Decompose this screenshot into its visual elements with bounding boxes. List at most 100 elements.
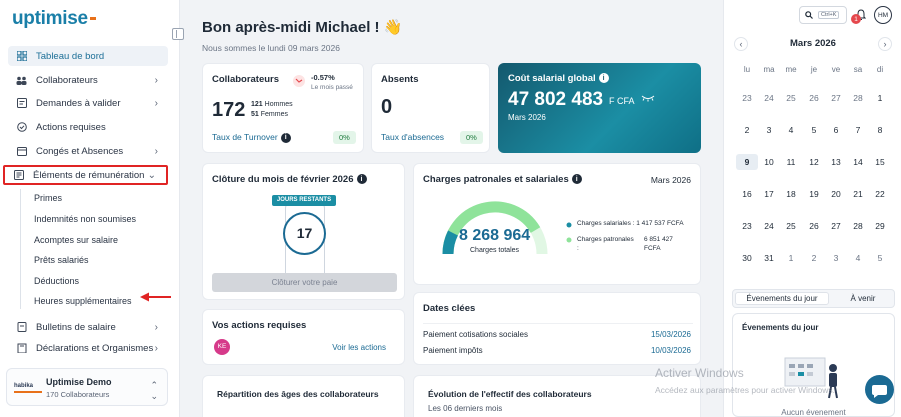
calendar-day[interactable]: 8: [877, 125, 883, 135]
calendar-day[interactable]: 31: [764, 253, 774, 263]
subitem-primes[interactable]: Primes: [34, 193, 63, 203]
salary-card: Coût salarial global i 47 802 483 F CFA M…: [498, 63, 701, 153]
subitem-indemnites[interactable]: Indemnités non soumises: [34, 214, 137, 224]
calendar-day[interactable]: 18: [786, 189, 796, 199]
info-icon[interactable]: i: [571, 174, 582, 185]
subnav-line: [20, 189, 21, 309]
collaborateurs-card: Collaborateurs -0.57% Le mois passé 172 …: [202, 63, 364, 153]
calendar-icon: [16, 146, 27, 157]
cloturer-paie-button[interactable]: Clôturer votre paie: [212, 273, 397, 292]
calendar-day[interactable]: 21: [853, 189, 863, 199]
company-name: Uptimise Demo: [46, 377, 112, 387]
search-button[interactable]: Ctrl+K: [799, 6, 847, 24]
calendar-day[interactable]: 7: [855, 125, 861, 135]
calendar-day[interactable]: 28: [853, 93, 863, 103]
calendar-day[interactable]: 24: [764, 221, 774, 231]
sidebar-item-declarations[interactable]: Déclarations et Organismes ›: [8, 341, 168, 355]
calendar-day[interactable]: 17: [764, 189, 774, 199]
calendar-day[interactable]: 23: [742, 93, 752, 103]
calendar-day[interactable]: 2: [744, 125, 750, 135]
salary-value: 47 802 483: [508, 89, 604, 110]
sidebar-item-collaborateurs[interactable]: Collaborateurs ›: [8, 70, 168, 90]
sidebar: uptimise Tableau de bord Collaborateurs …: [0, 0, 184, 417]
calendar-day[interactable]: 25: [786, 221, 796, 231]
calendar-day[interactable]: 12: [809, 157, 819, 167]
calendar-day[interactable]: 29: [875, 221, 885, 231]
ages-title: Répartition des âges des collaborateurs: [217, 389, 379, 399]
absences-rate-link[interactable]: Taux d'absences: [381, 132, 445, 142]
calendar-day[interactable]: 15: [875, 157, 885, 167]
voir-actions-link[interactable]: Voir les actions: [332, 343, 386, 352]
calendar-day[interactable]: 22: [875, 189, 885, 199]
legend-salariales: Charges salariales : 1 417 537 FCFA: [577, 220, 684, 227]
charges-title: Charges patronales et salariales i: [423, 174, 582, 185]
calendar-day[interactable]: 6: [833, 125, 839, 135]
sidebar-item-remuneration[interactable]: Éléments de rémunération ⌄: [3, 165, 168, 185]
men-count: 121 Hommes: [251, 101, 293, 108]
user-avatar[interactable]: HM: [874, 6, 892, 24]
calendar-day[interactable]: 13: [831, 157, 841, 167]
subitem-acomptes[interactable]: Acomptes sur salaire: [34, 235, 119, 245]
calendar-day[interactable]: 30: [742, 253, 752, 263]
prev-month-button[interactable]: ‹: [734, 37, 748, 51]
calendar-day[interactable]: 27: [831, 93, 841, 103]
gauge-salariales: [442, 230, 459, 255]
sidebar-collapse-button[interactable]: [172, 28, 184, 40]
chat-button[interactable]: [865, 375, 894, 404]
calendar-day[interactable]: 1: [877, 93, 883, 103]
calendar-day[interactable]: 20: [831, 189, 841, 199]
calendar-dow: me: [785, 65, 797, 74]
company-switcher[interactable]: habika Uptimise Demo 170 Collaborateurs …: [6, 368, 168, 406]
tab-events-today[interactable]: Évenements du jour: [735, 292, 829, 305]
calendar-day[interactable]: 11: [786, 157, 796, 167]
calendar-day[interactable]: 4: [788, 125, 794, 135]
eye-hide-icon[interactable]: [641, 94, 655, 105]
info-icon[interactable]: i: [356, 174, 367, 185]
calendar-day[interactable]: 26: [809, 221, 819, 231]
calendar-day[interactable]: 3: [766, 125, 772, 135]
sidebar-item-demandes[interactable]: Demandes à valider ›: [8, 93, 168, 113]
divider: [423, 323, 693, 324]
subitem-heures-sup[interactable]: Heures supplémentaires: [34, 296, 132, 306]
sidebar-item-actions[interactable]: Actions requises: [8, 117, 168, 137]
calendar-day[interactable]: 24: [764, 93, 774, 103]
calendar-day[interactable]: 23: [742, 221, 752, 231]
date-row-value: 15/03/2026: [650, 330, 691, 339]
turnover-link[interactable]: Taux de Turnover i: [212, 132, 291, 143]
calendar-day[interactable]: 5: [877, 253, 883, 263]
calendar-day[interactable]: 28: [853, 221, 863, 231]
calendar-day[interactable]: 26: [809, 93, 819, 103]
company-collaborators: 170 Collaborateurs: [46, 390, 110, 399]
charges-period: Mars 2026: [650, 175, 691, 185]
calendar-day[interactable]: 16: [742, 189, 752, 199]
actions-card: Vos actions requises KE Voir les actions: [202, 309, 405, 365]
card-title: Collaborateurs: [212, 74, 280, 85]
app-logo[interactable]: uptimise: [12, 8, 96, 30]
calendar-day[interactable]: 25: [786, 93, 796, 103]
events-empty: Aucun évenement: [781, 408, 846, 417]
calendar-day[interactable]: 10: [764, 157, 774, 167]
calendar-day[interactable]: 9: [736, 154, 758, 170]
info-icon[interactable]: i: [598, 73, 609, 84]
tab-upcoming[interactable]: À venir: [850, 294, 876, 303]
calendar-day[interactable]: 1: [788, 253, 794, 263]
calendar-day[interactable]: 3: [833, 253, 839, 263]
calendar-day[interactable]: 19: [809, 189, 819, 199]
calendar-day[interactable]: 14: [853, 157, 863, 167]
evolution-sub: Les 06 derniers mois: [428, 404, 503, 413]
sidebar-item-label: Bulletins de salaire: [36, 321, 116, 333]
card-title: Absents: [381, 74, 419, 85]
calendar-day[interactable]: 27: [831, 221, 841, 231]
next-month-button[interactable]: ›: [878, 37, 892, 51]
subitem-prets[interactable]: Prêts salariés: [34, 255, 89, 265]
sidebar-item-bulletins[interactable]: Bulletins de salaire ›: [8, 317, 168, 337]
info-icon[interactable]: i: [280, 132, 291, 143]
calendar-dow: je: [810, 65, 818, 74]
sidebar-item-label: Collaborateurs: [36, 74, 98, 86]
sidebar-item-conges[interactable]: Congés et Absences ›: [8, 141, 168, 161]
calendar-day[interactable]: 2: [811, 253, 817, 263]
calendar-day[interactable]: 4: [855, 253, 861, 263]
sidebar-item-dashboard[interactable]: Tableau de bord: [8, 46, 168, 66]
calendar-day[interactable]: 5: [811, 125, 817, 135]
subitem-deductions[interactable]: Déductions: [34, 276, 80, 286]
